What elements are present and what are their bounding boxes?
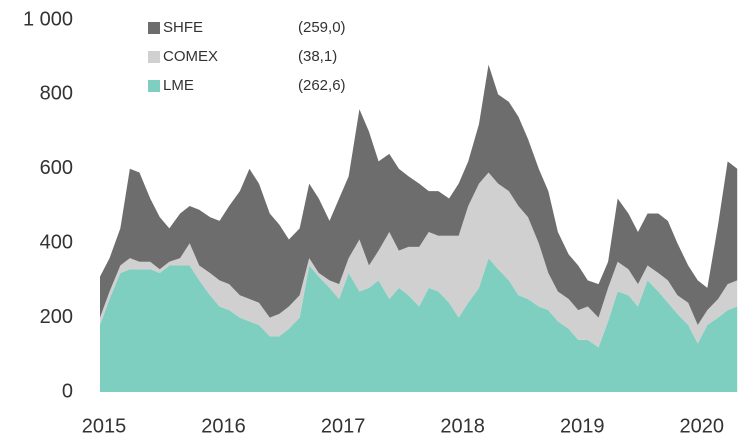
x-tick-label: 2020 <box>680 415 725 437</box>
area <box>100 64 738 326</box>
y-tick-label: 600 <box>40 157 73 179</box>
legend-value: (259,0) <box>298 19 346 36</box>
legend-swatch <box>148 80 160 92</box>
x-tick-label: 2016 <box>201 415 246 437</box>
y-tick-label: 0 <box>62 380 73 402</box>
y-tick-label: 800 <box>40 83 73 105</box>
x-tick-label: 2019 <box>560 415 605 437</box>
x-tick-label: 2017 <box>321 415 366 437</box>
legend-value: (262,6) <box>298 77 346 94</box>
x-tick-label: 2018 <box>440 415 485 437</box>
y-tick-label: 400 <box>40 231 73 253</box>
area <box>100 172 738 348</box>
legend-label: COMEX <box>163 48 218 65</box>
legend-label: LME <box>163 77 194 94</box>
y-tick-label: 1 000 <box>23 8 73 30</box>
legend-value: (38,1) <box>298 48 337 65</box>
x-tick-label: 2015 <box>82 415 127 437</box>
area <box>100 258 738 392</box>
legend-label: SHFE <box>163 19 203 36</box>
legend-swatch <box>148 22 160 34</box>
legend-swatch <box>148 51 160 63</box>
y-tick-label: 200 <box>40 306 73 328</box>
